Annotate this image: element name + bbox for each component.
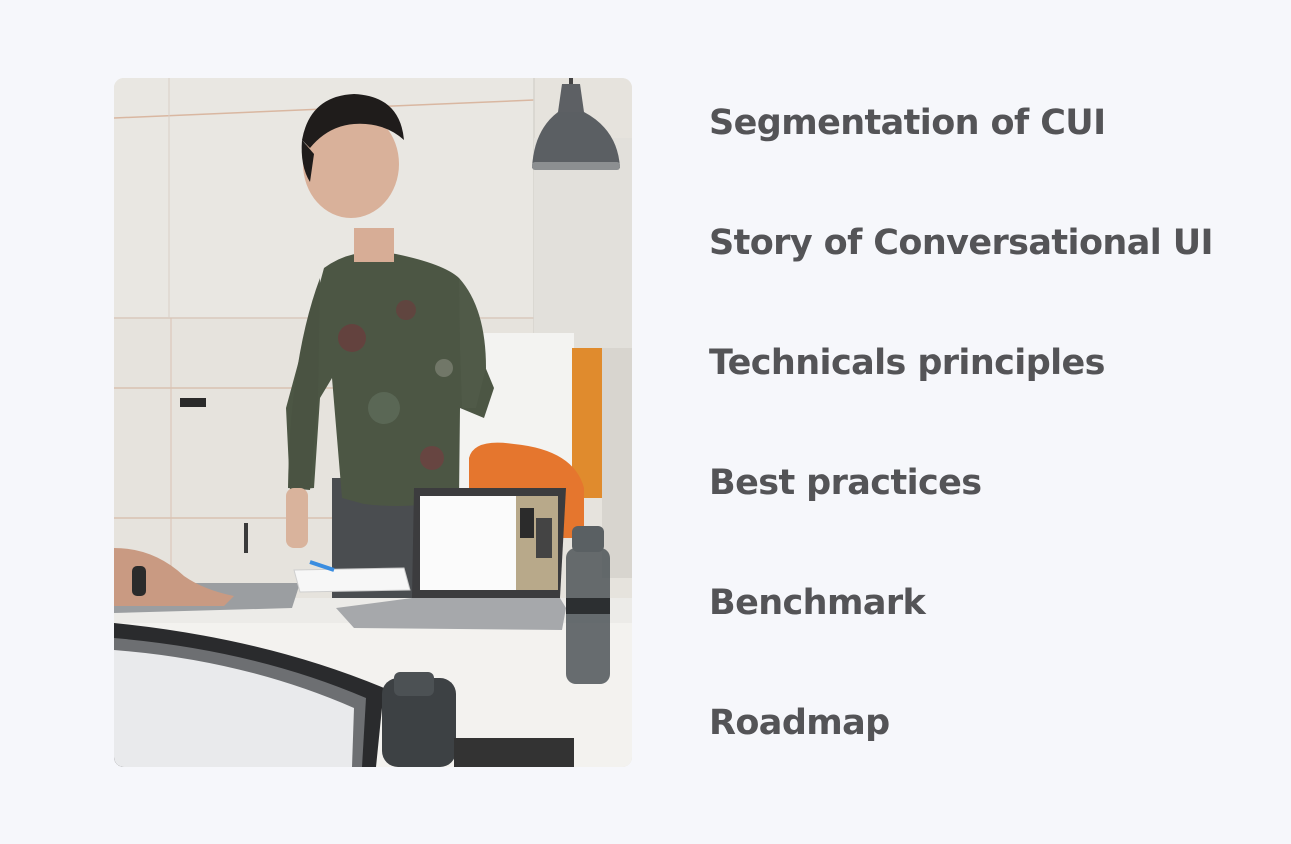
agenda-item-label: Best practices: [709, 463, 982, 503]
agenda-item: Segmentation of CUI: [709, 96, 1269, 216]
agenda-item: Roadmap: [709, 696, 1269, 816]
presenter-photo: [114, 78, 632, 767]
agenda-item-label: Story of Conversational UI: [709, 223, 1214, 263]
agenda-item-label: Roadmap: [709, 703, 890, 743]
presentation-photo-illustration: [114, 78, 632, 767]
agenda-item: Benchmark: [709, 576, 1269, 696]
agenda-list: Segmentation of CUI Story of Conversatio…: [709, 96, 1269, 816]
agenda-item: Story of Conversational UI: [709, 216, 1269, 336]
agenda-item-label: Technicals principles: [709, 343, 1106, 383]
agenda-item: Technicals principles: [709, 336, 1269, 456]
agenda-item-label: Benchmark: [709, 583, 926, 623]
agenda-item-label: Segmentation of CUI: [709, 103, 1106, 143]
agenda-item: Best practices: [709, 456, 1269, 576]
